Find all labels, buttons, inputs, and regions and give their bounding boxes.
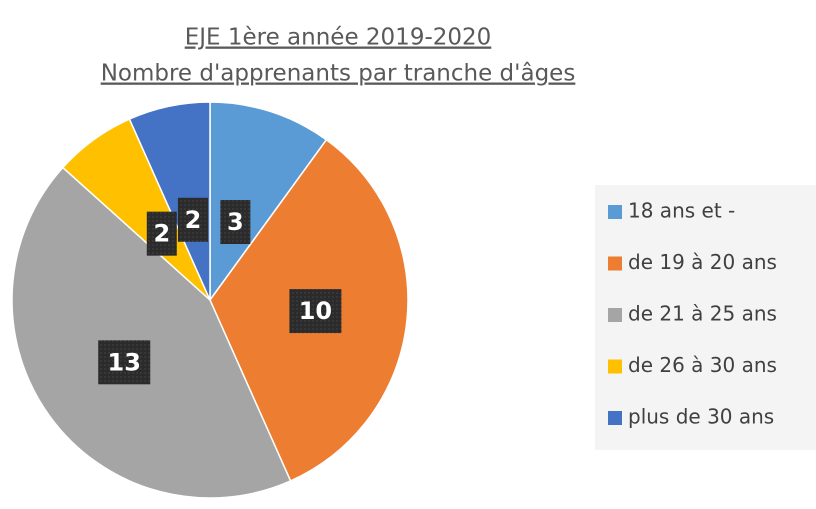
pie-slice — [11, 166, 292, 499]
data-label: 3 — [227, 208, 244, 236]
chart-subtitle: Nombre d'apprenants par tranche d'âges — [101, 61, 576, 87]
legend-label: de 19 à 20 ans — [628, 250, 777, 274]
data-label: 13 — [108, 348, 141, 376]
legend-swatch — [608, 411, 622, 425]
legend: 18 ans et - de 19 à 20 ans de 21 à 25 ans d… — [608, 199, 777, 429]
data-label-box — [289, 289, 342, 334]
legend-swatch — [608, 256, 622, 271]
legend-box — [595, 185, 816, 450]
pie — [11, 101, 409, 499]
data-label-box — [177, 197, 208, 242]
data-label-box — [220, 200, 251, 245]
data-labels: 3 10 13 2 2 — [98, 197, 342, 385]
data-label: 10 — [299, 297, 332, 325]
data-label-box — [146, 211, 177, 256]
data-label-box — [98, 340, 151, 385]
legend-label: plus de 30 ans — [628, 405, 774, 429]
pie-slice — [128, 101, 211, 301]
chart-title: EJE 1ère année 2019-2020 — [185, 25, 492, 51]
legend-swatch — [608, 308, 622, 322]
legend-label: de 21 à 25 ans — [628, 302, 777, 326]
legend-label: 18 ans et - — [628, 199, 735, 223]
pie-slice — [209, 101, 328, 303]
legend-swatch — [608, 205, 622, 219]
legend-label: de 26 à 30 ans — [628, 353, 777, 377]
data-label: 2 — [153, 220, 170, 248]
data-label: 2 — [185, 206, 202, 234]
legend-swatch — [608, 359, 622, 374]
